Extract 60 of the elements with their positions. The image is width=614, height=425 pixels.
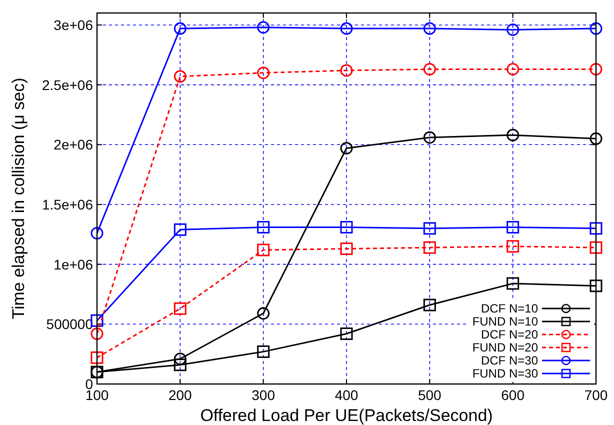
x-axis-title: Offered Load Per UE(Packets/Second) (200, 406, 493, 425)
point (340, 142, 353, 154)
point (590, 280, 602, 292)
point (590, 241, 602, 254)
x-tick-label: 300 (252, 387, 276, 403)
point (174, 358, 186, 372)
point (174, 302, 186, 315)
point (90, 226, 104, 240)
legend-label: FUND N=30 (472, 366, 538, 380)
y-tick-label: 1.5e+06 (42, 196, 94, 212)
x-tick-label: 400 (334, 387, 358, 403)
point (590, 222, 602, 235)
point (590, 63, 602, 76)
point (257, 66, 270, 80)
point (506, 24, 520, 36)
legend-label: DCF N=10 (480, 302, 538, 316)
point (174, 223, 186, 236)
y-tick-label: 2e+06 (54, 136, 94, 153)
point (174, 352, 186, 366)
point (506, 277, 520, 290)
legend-label: DCF N=30 (480, 354, 538, 368)
legend-label: FUND N=10 (472, 314, 538, 328)
point (257, 345, 270, 358)
point (174, 22, 186, 35)
point (590, 132, 602, 145)
point (423, 222, 436, 235)
y-tick-label: 3e+06 (54, 16, 94, 33)
point (506, 240, 520, 253)
point (340, 22, 353, 35)
point (340, 64, 353, 77)
x-tick-label: 700 (584, 387, 608, 403)
x-tick-label: 500 (418, 387, 442, 403)
point (174, 70, 186, 83)
point (340, 327, 353, 340)
point (257, 21, 270, 34)
point (423, 298, 436, 312)
point (257, 220, 270, 234)
y-tick-label: 1e+06 (54, 256, 94, 272)
point (423, 63, 436, 76)
point (257, 307, 270, 320)
legend-label: DCF N=20 (480, 328, 538, 342)
point (340, 220, 353, 234)
point (257, 244, 270, 256)
point (506, 63, 520, 76)
point (506, 220, 520, 234)
x-tick-label: 200 (168, 387, 192, 403)
x-tick-label: 600 (501, 387, 525, 403)
point (90, 314, 104, 327)
point (423, 22, 436, 35)
point (340, 242, 353, 256)
point (423, 241, 436, 254)
point (590, 22, 602, 35)
y-tick-label: 500000 (46, 316, 94, 332)
y-axis-title: Time elapsed in collision (μ sec) (9, 78, 28, 320)
point (90, 351, 104, 364)
legend-label: FUND N=20 (472, 340, 538, 354)
point (90, 327, 104, 340)
point (506, 128, 520, 142)
y-tick-label: 2.5e+06 (42, 76, 94, 93)
point (423, 131, 436, 144)
